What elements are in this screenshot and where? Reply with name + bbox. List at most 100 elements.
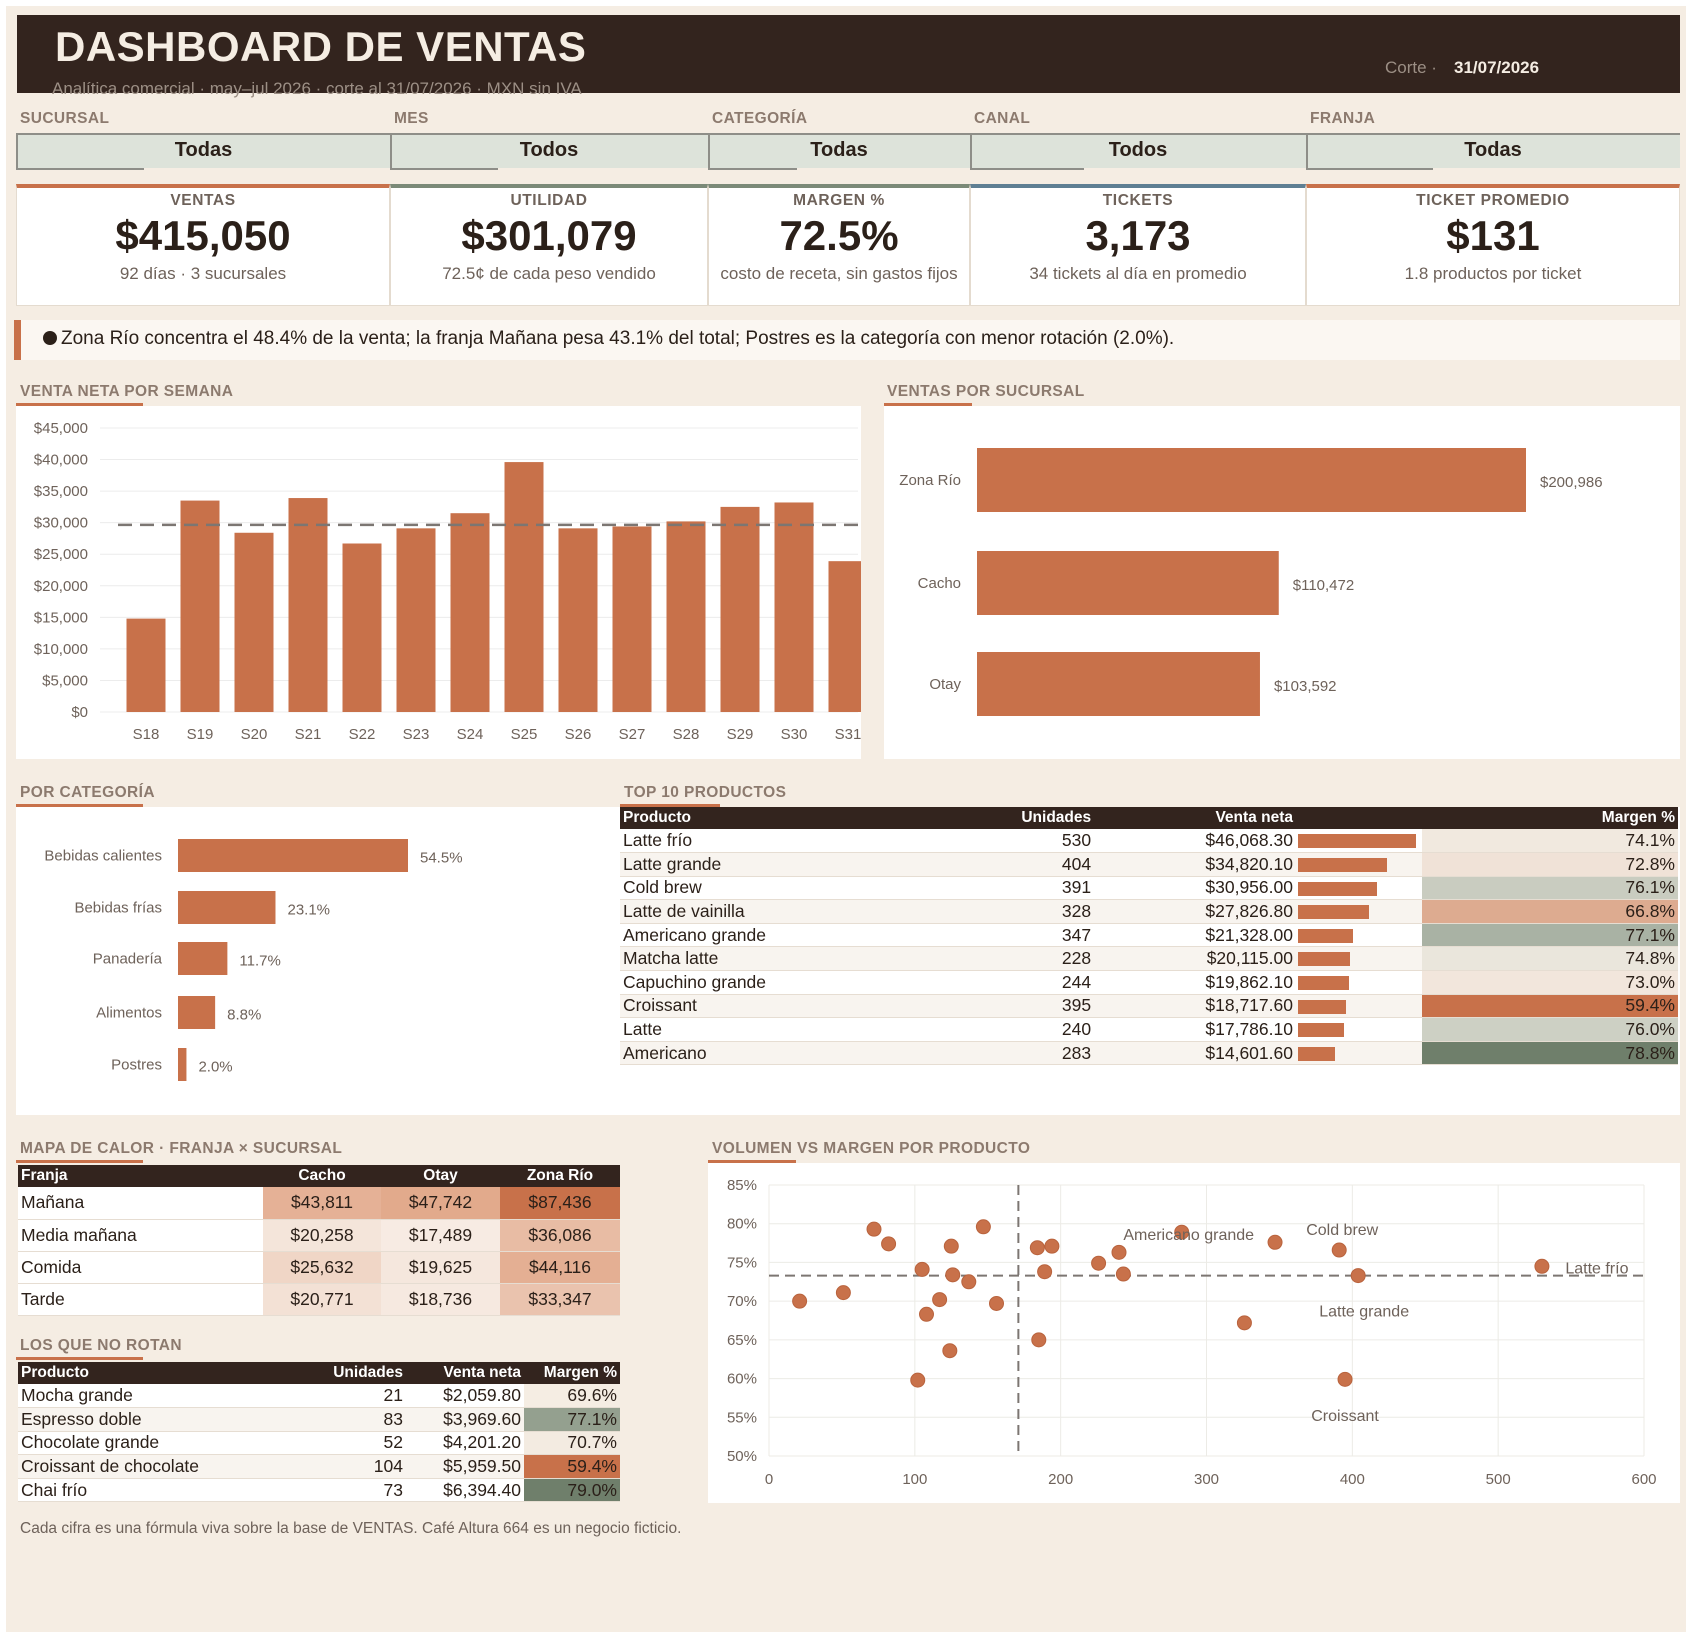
scatter-point[interactable]	[932, 1292, 948, 1308]
scatter-point[interactable]	[1091, 1255, 1107, 1271]
table-row[interactable]: Americano 283 $14,601.60 78.8%	[620, 1041, 1678, 1066]
table-header-row: Producto Unidades Venta neta Margen %	[620, 807, 1678, 829]
col-header-sales[interactable]: Venta neta	[1094, 807, 1296, 829]
slicer-edge	[1306, 168, 1433, 170]
x-tick-label: 400	[1340, 1471, 1365, 1488]
table-row[interactable]: Chocolate grande 52 $4,201.20 70.7%	[18, 1431, 620, 1456]
margin-cell: 74.8%	[1422, 946, 1678, 972]
heatmap-cell: $33,347	[500, 1283, 620, 1316]
scatter-point[interactable]	[942, 1343, 958, 1359]
slicer-edge	[970, 135, 972, 168]
scatter-point[interactable]	[792, 1293, 808, 1309]
bar-S22	[342, 543, 382, 712]
sales-cell: $34,820.10	[1094, 852, 1296, 877]
scatter-point[interactable]	[914, 1261, 930, 1277]
units-cell: 328	[951, 899, 1095, 924]
scatter-point[interactable]	[866, 1221, 882, 1237]
bar-Cacho	[977, 551, 1279, 615]
filter-label-4: FRANJA	[1310, 110, 1376, 127]
heatmap-row[interactable]: Mañana $43,811 $47,742 $87,436	[18, 1187, 620, 1220]
scatter-point[interactable]	[1115, 1266, 1131, 1282]
scatter-point[interactable]	[989, 1295, 1004, 1311]
col-header-margin[interactable]: Margen %	[524, 1362, 620, 1384]
kpi-card-0: VENTAS $415,050 92 días · 3 sucursales	[16, 184, 390, 306]
filter-slicer-sucursal[interactable]: Todas	[16, 133, 391, 170]
col-header-product[interactable]: Producto	[18, 1362, 276, 1384]
slicer-edge	[16, 168, 144, 170]
category-label: Postres	[111, 1057, 162, 1074]
col-header-margin[interactable]: Margen %	[1422, 807, 1678, 829]
scatter-point[interactable]	[1044, 1238, 1060, 1254]
table-row[interactable]: Americano grande 347 $21,328.00 77.1%	[620, 923, 1678, 948]
sales-databar	[1297, 1046, 1335, 1061]
col-header-cacho[interactable]: Cacho	[263, 1165, 381, 1187]
col-header-units[interactable]: Unidades	[951, 807, 1095, 829]
scatter-point[interactable]	[1267, 1234, 1283, 1250]
heatmap-row[interactable]: Media mañana $20,258 $17,489 $36,086	[18, 1219, 620, 1252]
product-name: Americano	[620, 1041, 952, 1066]
table-row[interactable]: Capuchino grande 244 $19,862.10 73.0%	[620, 970, 1678, 995]
table-row[interactable]: Matcha latte 228 $20,115.00 74.8%	[620, 946, 1678, 972]
filter-slicer-categoría[interactable]: Todas	[708, 133, 970, 170]
heatmap-cell: $47,742	[381, 1187, 500, 1220]
col-header-zona-rio[interactable]: Zona Río	[500, 1165, 620, 1187]
table-row[interactable]: Croissant de chocolate 104 $5,959.50 59.4%	[18, 1454, 620, 1479]
sales-cell: $46,068.30	[1094, 829, 1296, 854]
insight-line: Zona Río concentra el 48.4% de la venta;…	[43, 328, 1174, 350]
volume-margin-scatter: 85% 80% 75% 70% 65% 60% 55% 50% 0 100 200 300 400 500…	[727, 1177, 1657, 1488]
scatter-point[interactable]	[910, 1372, 926, 1388]
heatmap-row[interactable]: Tarde $20,771 $18,736 $33,347	[18, 1283, 620, 1316]
scatter-point[interactable]	[1337, 1371, 1353, 1387]
filter-slicer-canal[interactable]: Todos	[970, 133, 1306, 170]
scatter-point[interactable]	[1037, 1264, 1053, 1280]
heatmap-row[interactable]: Comida $25,632 $19,625 $44,116	[18, 1251, 620, 1284]
franja-label: Mañana	[18, 1187, 263, 1220]
col-header-units[interactable]: Unidades	[276, 1362, 406, 1384]
table-row[interactable]: Croissant 395 $18,717.60 59.4%	[620, 994, 1678, 1019]
scatter-point[interactable]	[1331, 1242, 1347, 1258]
filter-label-3: CANAL	[974, 110, 1031, 127]
scatter-point[interactable]	[943, 1238, 959, 1254]
table-row[interactable]: Mocha grande 21 $2,059.80 69.6%	[18, 1384, 620, 1409]
scatter-point[interactable]	[1534, 1258, 1550, 1274]
scatter-point[interactable]	[1031, 1332, 1047, 1348]
kpi-card-1: UTILIDAD $301,079 72.5¢ de cada peso vendi…	[390, 184, 708, 306]
col-header-otay[interactable]: Otay	[381, 1165, 500, 1187]
data-label: $110,472	[1293, 577, 1354, 594]
scatter-point[interactable]	[919, 1306, 934, 1322]
point-annotation: Latte frío	[1565, 1260, 1628, 1277]
table-row[interactable]: Latte 240 $17,786.10 76.0%	[620, 1017, 1678, 1042]
table-row[interactable]: Latte grande 404 $34,820.10 72.8%	[620, 852, 1678, 877]
scatter-point[interactable]	[975, 1219, 991, 1235]
sales-cell: $20,115.00	[1094, 946, 1296, 972]
scatter-point[interactable]	[1029, 1240, 1045, 1256]
branch-chart-panel: Zona Río $200,986 Cacho $110,472 Otay $103,59…	[884, 406, 1680, 759]
filter-label-1: MES	[394, 110, 429, 127]
scatter-point[interactable]	[881, 1236, 897, 1252]
table-row[interactable]: Chai frío 73 $6,394.40 79.0%	[18, 1478, 620, 1503]
scatter-point[interactable]	[835, 1285, 851, 1301]
scatter-point[interactable]	[1174, 1224, 1190, 1240]
filter-slicer-franja[interactable]: Todas	[1306, 133, 1680, 170]
y-tick-label: 70%	[727, 1293, 757, 1310]
scatter-point[interactable]	[1111, 1244, 1127, 1260]
table-row[interactable]: Espresso doble 83 $3,969.60 77.1%	[18, 1407, 620, 1432]
bar-Panadería	[178, 942, 228, 975]
table-row[interactable]: Latte frío 530 $46,068.30 74.1%	[620, 829, 1678, 854]
scatter-point[interactable]	[945, 1267, 961, 1283]
sales-cell: $21,328.00	[1094, 923, 1296, 948]
data-label: 23.1%	[287, 902, 330, 919]
filter-slicer-mes[interactable]: Todos	[390, 133, 708, 170]
table-row[interactable]: Cold brew 391 $30,956.00 76.1%	[620, 876, 1678, 901]
scatter-point[interactable]	[1350, 1268, 1366, 1284]
norotan-table: Producto Unidades Venta neta Margen % Mo…	[18, 1362, 620, 1503]
x-tick-label: S27	[619, 726, 646, 743]
col-header-franja[interactable]: Franja	[18, 1165, 263, 1187]
scatter-point[interactable]	[961, 1274, 977, 1290]
scatter-point[interactable]	[1236, 1315, 1252, 1331]
heatmap-cell: $18,736	[381, 1283, 500, 1316]
table-row[interactable]: Latte de vainilla 328 $27,826.80 66.8%	[620, 899, 1678, 924]
section-underline	[16, 403, 143, 406]
col-header-product[interactable]: Producto	[620, 807, 952, 829]
col-header-sales[interactable]: Venta neta	[406, 1362, 524, 1384]
